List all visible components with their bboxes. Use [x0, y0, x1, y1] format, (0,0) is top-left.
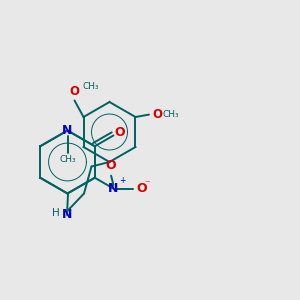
Text: O: O [114, 126, 124, 139]
Text: N: N [62, 124, 73, 137]
Text: O: O [106, 159, 116, 172]
Text: N: N [108, 182, 119, 195]
Text: CH₃: CH₃ [59, 155, 76, 164]
Text: O: O [152, 108, 162, 121]
Text: O: O [70, 85, 80, 98]
Text: CH₃: CH₃ [83, 82, 100, 91]
Text: N: N [62, 208, 73, 221]
Text: +: + [119, 176, 126, 185]
Text: ⁻: ⁻ [144, 179, 150, 189]
Text: CH₃: CH₃ [163, 110, 179, 119]
Text: H: H [52, 208, 60, 218]
Text: O: O [136, 182, 147, 195]
